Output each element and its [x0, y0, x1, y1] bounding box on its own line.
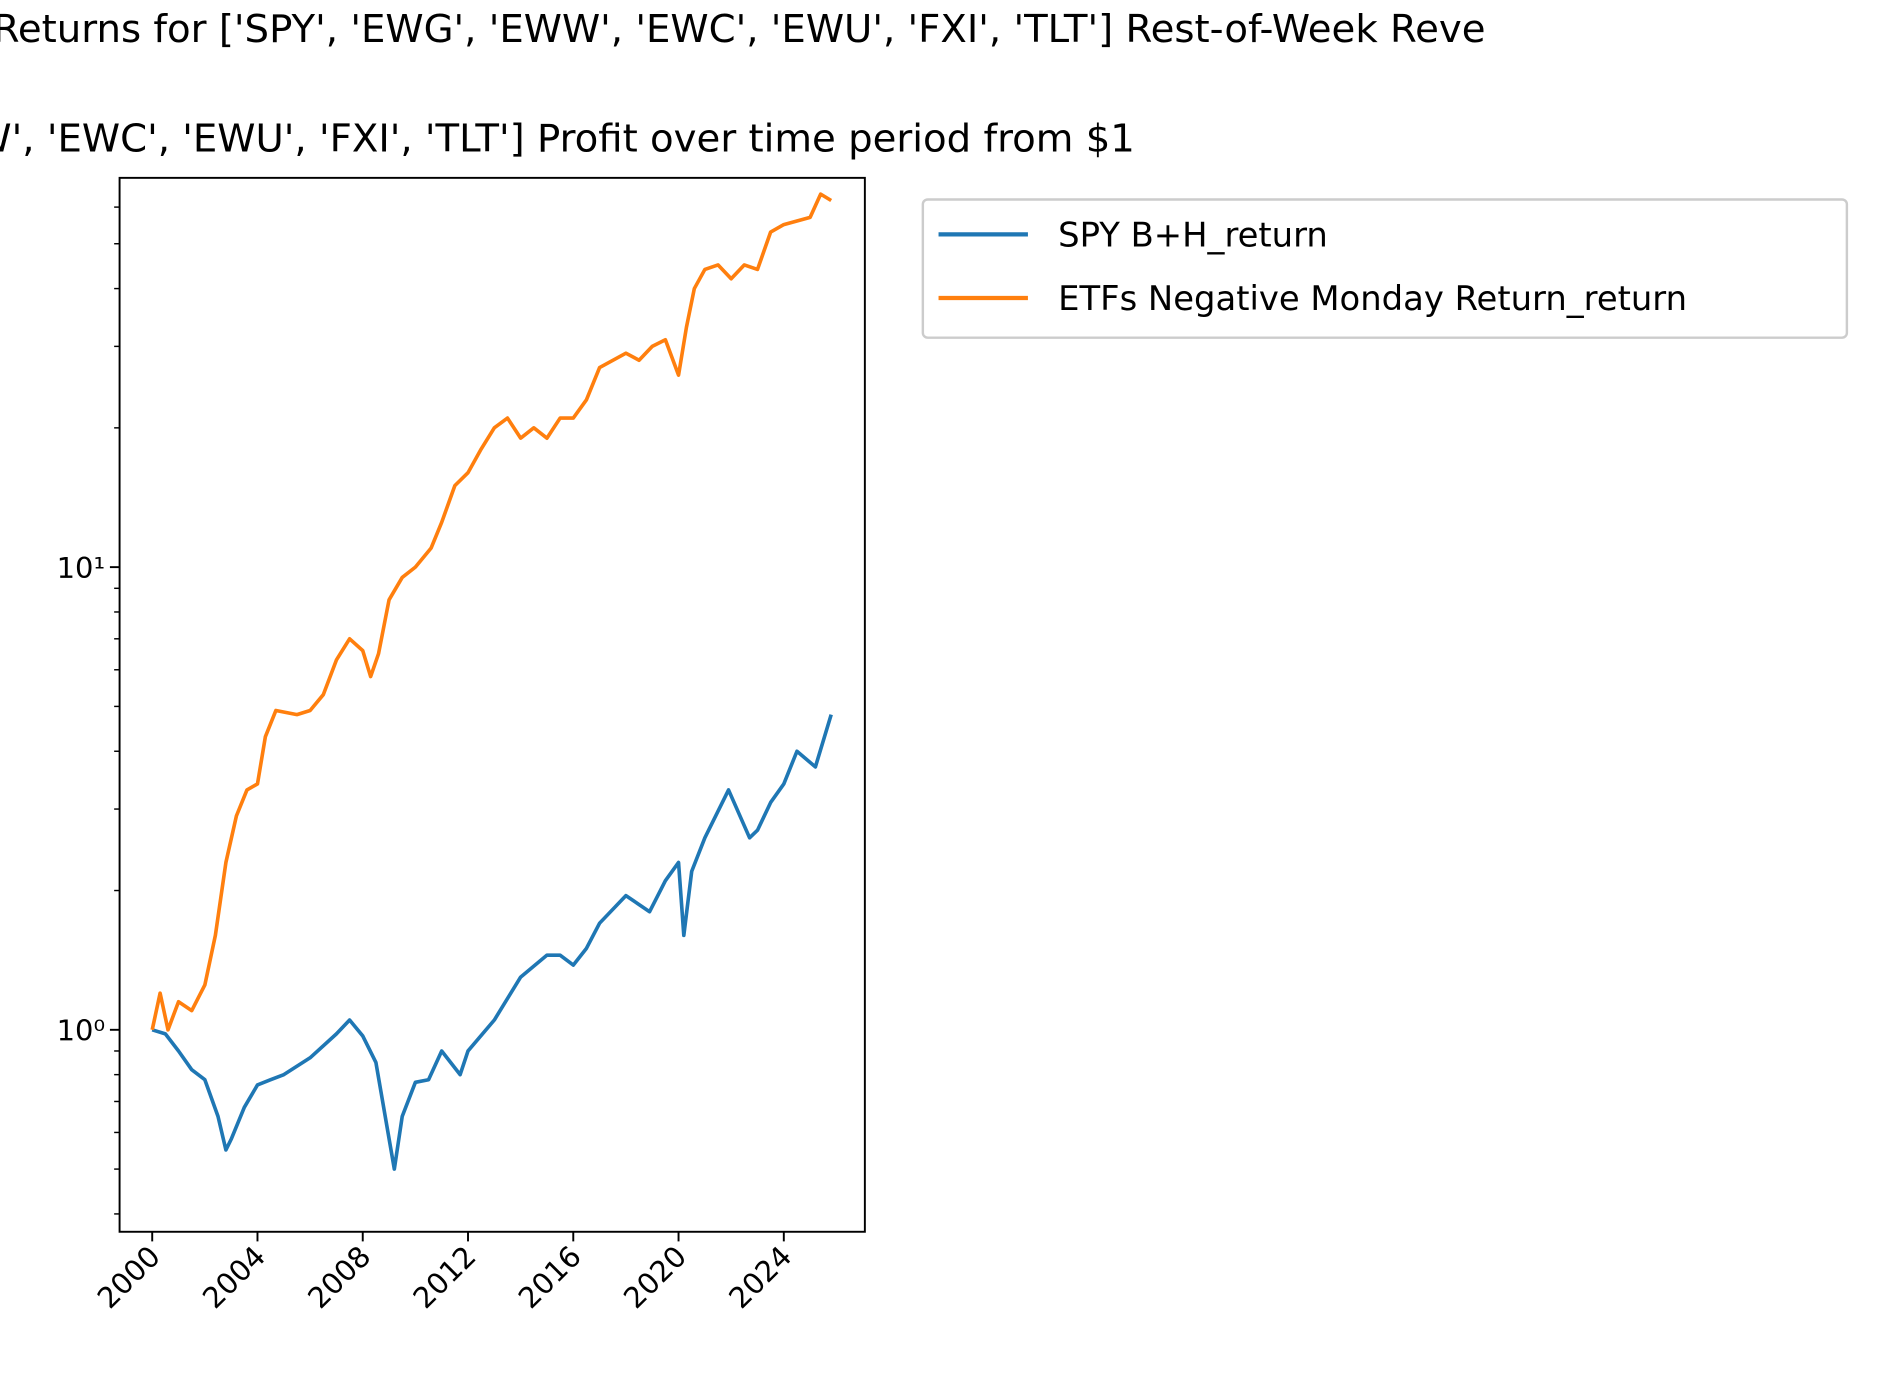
data-line: [150, 192, 833, 1032]
data-line: [151, 714, 833, 1171]
x-tick-label: 2024: [722, 1239, 798, 1315]
x-tick-label: 2004: [196, 1239, 272, 1315]
x-tick-label: 2016: [512, 1239, 588, 1315]
chart-subtitle: W', 'EWC', 'EWU', 'FXI', 'TLT'] Profit o…: [0, 117, 1135, 162]
plot-frame: [118, 176, 866, 1233]
legend-box: [921, 198, 1849, 339]
y-tick-label: 10⁰: [57, 1014, 105, 1048]
x-tick-label: 2020: [617, 1239, 693, 1315]
legend-label: ETFs Negative Monday Return_return: [1058, 279, 1687, 318]
legend-label: SPY B+H_return: [1058, 215, 1328, 254]
x-tick-label: 2012: [406, 1239, 482, 1315]
chart-title: Returns for ['SPY', 'EWG', 'EWW', 'EWC',…: [0, 7, 1486, 52]
x-tick-label: 2000: [91, 1239, 167, 1315]
y-tick-label: 10¹: [57, 551, 105, 585]
x-tick-label: 2008: [301, 1239, 377, 1315]
